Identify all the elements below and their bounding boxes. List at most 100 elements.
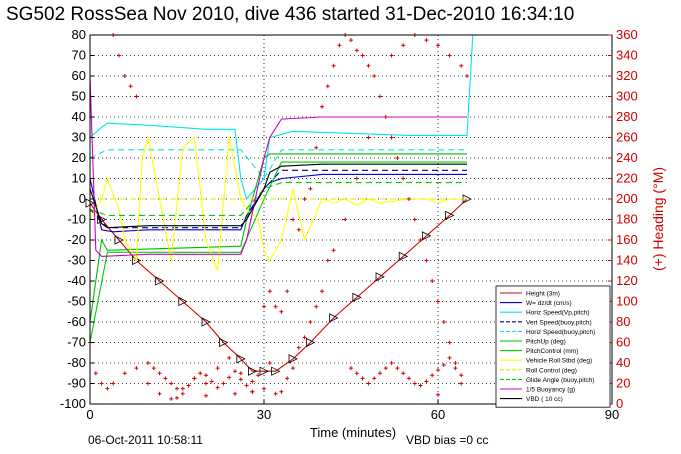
y2-tick-label: 100 (616, 294, 638, 309)
y-tick-label: -40 (67, 273, 86, 288)
data-series (85, 34, 474, 376)
height-marker (271, 366, 281, 376)
heading-point (320, 289, 324, 294)
heading-point (302, 197, 307, 201)
y-tick-label: -60 (67, 314, 86, 329)
y-tick-label: -70 (67, 335, 86, 350)
heading-point (314, 304, 319, 309)
heading-point (360, 376, 365, 381)
y-tick-label: 20 (72, 150, 86, 165)
legend-entry: Glide Angle (buoy,pitch) (526, 377, 595, 384)
heading-point (151, 366, 156, 371)
heading-point (424, 379, 429, 384)
heading-point (134, 94, 139, 99)
heading-point (186, 383, 191, 388)
heading-point (204, 373, 208, 378)
y2-tick-label: 80 (616, 314, 630, 329)
heading-point (296, 227, 301, 232)
heading-point (430, 279, 435, 283)
heading-point (459, 63, 464, 68)
heading-series (88, 33, 469, 401)
heading-point (175, 386, 179, 391)
heading-point (215, 385, 220, 390)
heading-point (169, 381, 174, 386)
heading-point (192, 376, 197, 381)
heading-point (180, 391, 185, 396)
height-marker (305, 337, 316, 348)
height-marker (375, 272, 385, 282)
heading-point (412, 217, 417, 222)
heading-point (215, 366, 220, 371)
legend-entry: Horiz Speed(Vp,pitch) (526, 310, 590, 317)
heading-point (407, 376, 411, 381)
y-tick-label: 50 (72, 89, 86, 104)
heading-point (221, 381, 226, 386)
y2-tick-label: 260 (616, 130, 638, 145)
y2-tick-label: 300 (616, 89, 638, 104)
heading-point (383, 366, 388, 371)
y2-tick-label: 320 (616, 68, 638, 83)
heading-point (209, 379, 214, 384)
heading-point (436, 392, 440, 397)
heading-point (262, 304, 266, 309)
heading-point (343, 217, 348, 222)
heading-point (360, 53, 365, 58)
y2-tick-label: 40 (616, 355, 630, 370)
heading-point (238, 377, 243, 382)
heading-point (233, 369, 237, 374)
height-marker (259, 366, 269, 376)
y2-tick-label: 200 (616, 191, 638, 206)
heading-point (401, 176, 406, 181)
series-line-9 (89, 182, 467, 216)
heading-point (407, 197, 411, 201)
heading-point (331, 63, 336, 68)
heading-point (163, 376, 168, 381)
height-marker (445, 210, 455, 221)
y-tick-label: 70 (72, 48, 86, 63)
legend-entry: VBD ( 10 cc) (526, 396, 563, 403)
heading-point (157, 391, 162, 396)
heading-point (325, 84, 330, 89)
heading-point (412, 381, 417, 386)
heading-point (291, 366, 295, 371)
series-line-6 (89, 161, 467, 343)
heading-point (250, 379, 255, 384)
heading-point (111, 381, 116, 386)
y2-tick-label: 60 (616, 335, 630, 350)
heading-point (296, 345, 301, 350)
heading-point (447, 355, 452, 360)
series-line-4 (89, 149, 467, 180)
height-marker (97, 214, 107, 225)
y2-tick-label: 0 (616, 396, 623, 411)
height-marker (114, 235, 124, 245)
heading-point (175, 395, 179, 400)
heading-point (233, 391, 237, 396)
heading-point (122, 371, 127, 376)
legend-entry: PitchUp (deg) (526, 339, 566, 346)
heading-point (378, 94, 382, 99)
heading-point (441, 320, 446, 324)
y-tick-label: 0 (79, 191, 86, 206)
heading-point (441, 363, 446, 368)
y2-tick-label: 120 (616, 273, 638, 288)
y-tick-label: -100 (60, 396, 86, 411)
heading-point (285, 289, 290, 294)
heading-point (279, 389, 284, 394)
heading-point (349, 366, 353, 371)
heading-point (389, 53, 394, 58)
legend-entry: W= dz/dt (cm/s) (526, 300, 572, 307)
heading-point (418, 238, 423, 242)
heading-point (459, 381, 464, 386)
series-line-5 (89, 153, 467, 323)
x-tick-label: 90 (605, 407, 619, 422)
y2-tick-label: 340 (616, 48, 638, 63)
heading-point (134, 366, 139, 371)
heading-point (198, 371, 203, 376)
legend-box (495, 285, 611, 408)
y2-tick-label: 240 (616, 150, 638, 165)
y2-tick-label: 360 (616, 27, 638, 42)
height-marker (329, 313, 339, 323)
heading-point (267, 361, 272, 365)
heading-point (128, 84, 133, 89)
heading-point (401, 371, 406, 376)
